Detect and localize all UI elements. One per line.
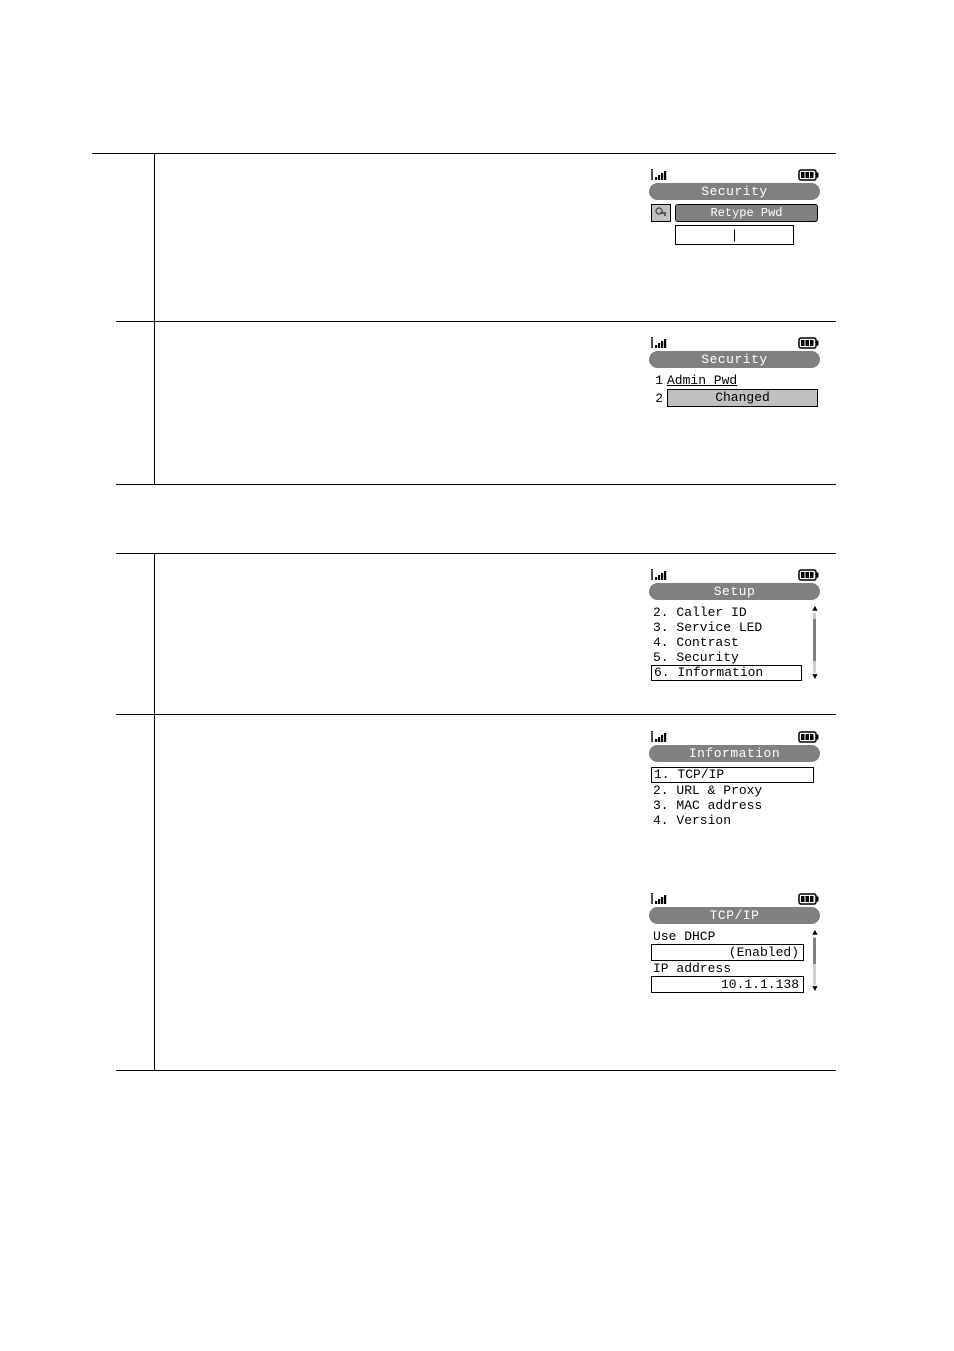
tcpip-list: Use DHCP(Enabled)IP address10.1.1.138▲▼ [651,929,818,993]
scroll-thumb[interactable] [813,619,816,661]
information-item[interactable]: 3. MAC address [651,798,818,813]
information-item[interactable]: 4. Version [651,813,818,828]
battery-icon [798,169,820,185]
signal-icon [649,168,671,186]
row-number: 1 [651,373,663,388]
lcd-statusbar [647,335,822,351]
lcd-body: Retype Pwd | [647,200,822,249]
information-item[interactable]: 2. URL & Proxy [651,783,818,798]
setup-item[interactable]: 2. Caller ID [651,605,810,620]
lcd-information: Information 1. TCP/IP2. URL & Proxy3. MAC… [647,729,822,832]
lcd-title: TCP/IP [649,907,820,924]
retype-row: Retype Pwd [651,205,818,221]
scrollbar[interactable]: ▲▼ [812,929,818,993]
battery-icon [798,731,820,747]
row-label: Admin Pwd [667,373,737,388]
table-rule [116,484,836,485]
table-rule [116,153,836,154]
field-label: IP address [651,961,810,976]
field-value[interactable]: 10.1.1.138 [651,976,804,993]
setup-item[interactable]: 5. Security [651,650,810,665]
field-value[interactable]: (Enabled) [651,944,804,961]
security-row: 1 Admin Pwd [651,372,818,388]
scroll-thumb[interactable] [813,938,816,964]
scrollbar[interactable]: ▲▼ [812,605,818,681]
signal-icon [649,568,671,586]
setup-item[interactable]: 6. Information [651,665,802,681]
setup-item[interactable]: 3. Service LED [651,620,810,635]
lcd-title: Setup [649,583,820,600]
key-icon [651,204,671,222]
lcd-body: 1 Admin Pwd 2 Changed [647,368,822,410]
table-rule [116,553,836,554]
signal-icon [649,336,671,354]
table-rule [116,714,836,715]
lcd-title: Security [649,183,820,200]
retype-pwd-chip: Retype Pwd [675,204,818,222]
lcd-body: Use DHCP(Enabled)IP address10.1.1.138▲▼ [647,924,822,997]
battery-icon [798,569,820,585]
lcd-statusbar [647,167,822,183]
setup-item[interactable]: 4. Contrast [651,635,810,650]
lcd-title: Information [649,745,820,762]
lcd-statusbar [647,567,822,583]
lcd-title: Security [649,351,820,368]
table-rule-stub [92,153,116,154]
password-input[interactable]: | [675,225,794,245]
table-rule [116,321,836,322]
table-col-divider [154,153,155,484]
setup-list: 2. Caller ID3. Service LED4. Contrast5. … [651,605,818,681]
lcd-statusbar [647,729,822,745]
lcd-tcpip: TCP/IP Use DHCP(Enabled)IP address10.1.1.… [647,891,822,997]
row-number: 2 [651,391,663,406]
lcd-body: 1. TCP/IP2. URL & Proxy3. MAC address4. … [647,762,822,832]
changed-popup: Changed [667,389,818,407]
information-list: 1. TCP/IP2. URL & Proxy3. MAC address4. … [651,767,818,828]
lcd-statusbar [647,891,822,907]
lcd-security-retype: Security Retype Pwd | [647,167,822,249]
scroll-down-icon[interactable]: ▼ [812,673,818,681]
scroll-up-icon[interactable]: ▲ [812,929,818,937]
battery-icon [798,337,820,353]
lcd-setup: Setup 2. Caller ID3. Service LED4. Contra… [647,567,822,685]
lcd-security-changed: Security 1 Admin Pwd 2 Changed [647,335,822,410]
battery-icon [798,893,820,909]
information-item[interactable]: 1. TCP/IP [651,767,814,783]
table-rule [116,1070,836,1071]
signal-icon [649,730,671,748]
scroll-up-icon[interactable]: ▲ [812,605,818,613]
scroll-down-icon[interactable]: ▼ [812,985,818,993]
security-row: 2 Changed [651,390,818,406]
field-label: Use DHCP [651,929,810,944]
lcd-body: 2. Caller ID3. Service LED4. Contrast5. … [647,600,822,685]
table-col-divider [154,553,155,1070]
signal-icon [649,892,671,910]
